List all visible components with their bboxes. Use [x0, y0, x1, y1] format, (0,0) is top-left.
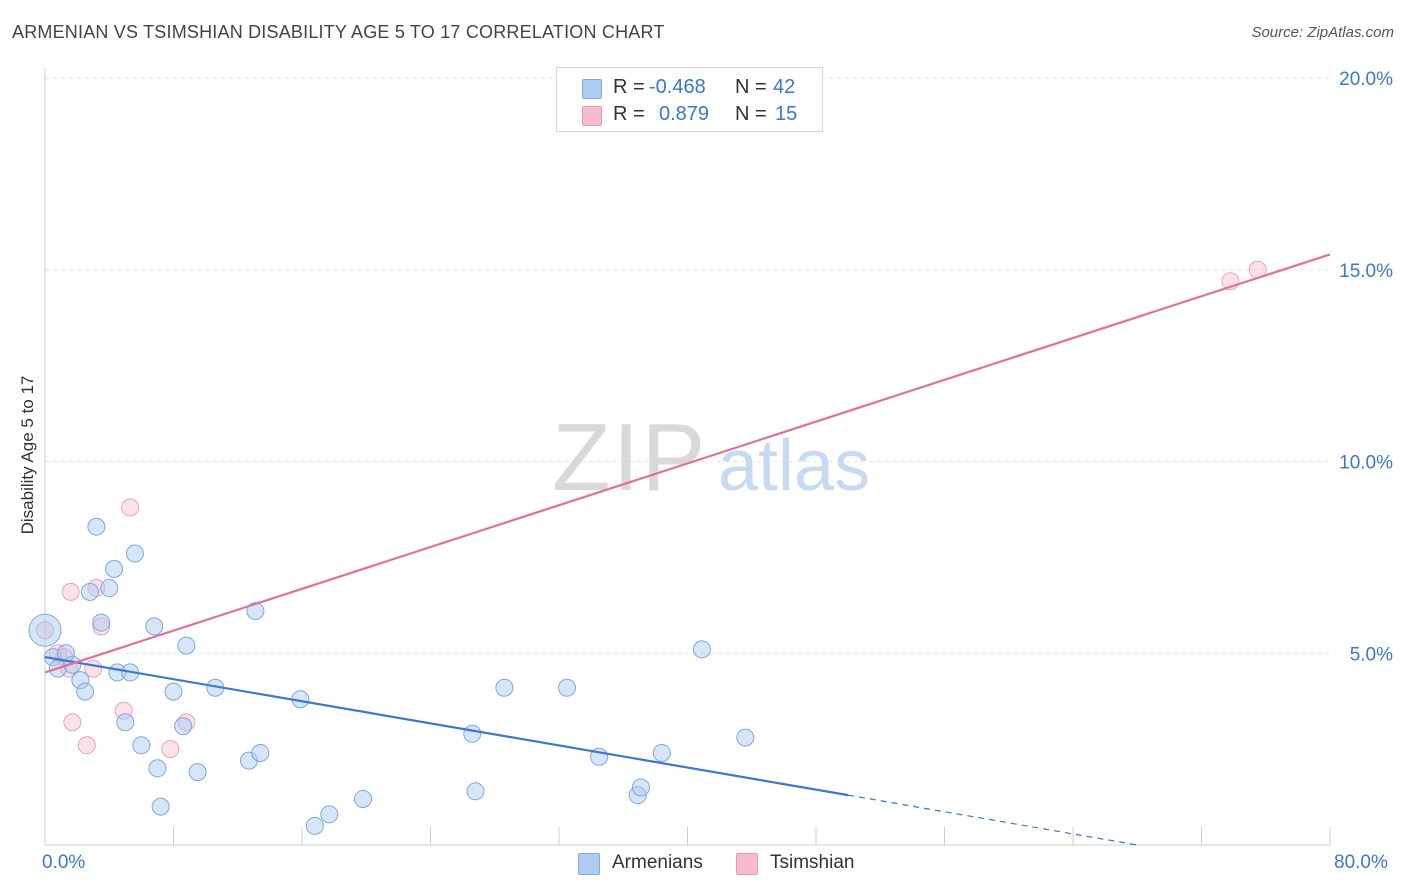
gridlines: [45, 77, 1330, 654]
armenians-point: [320, 805, 339, 824]
armenians-points: [28, 517, 755, 835]
tsimshian-point: [77, 736, 96, 755]
armenians-point: [92, 613, 111, 632]
armenians-point: [116, 713, 135, 732]
armenians-point: [246, 602, 265, 621]
tsimshian-point: [161, 740, 180, 759]
legend-swatch-tsimshian: [582, 106, 602, 126]
armenians-point: [80, 582, 99, 601]
armenians-point: [354, 789, 373, 808]
watermark: ZIP atlas: [552, 404, 870, 511]
correlation-legend: R = -0.468 N = 42 R = 0.879 N = 15: [556, 67, 823, 132]
armenians-point: [495, 678, 514, 697]
armenians-point: [631, 778, 650, 797]
armenians-point: [132, 736, 151, 755]
chart-title: ARMENIAN VS TSIMSHIAN DISABILITY AGE 5 T…: [12, 22, 665, 42]
armenians-trend-line: [44, 656, 849, 797]
armenians-point: [125, 544, 144, 563]
armenians-point: [164, 682, 183, 701]
armenians-point: [177, 636, 196, 655]
axes: [44, 68, 1331, 846]
bottom-legend-swatch-armenians: [578, 853, 600, 875]
legend-n-value: 42: [773, 76, 796, 98]
y-tick-labels: 5.0% 10.0% 15.0% 20.0%: [1339, 69, 1393, 665]
y-tick-label: 10.0%: [1339, 453, 1393, 474]
tsimshian-trend-line: [44, 253, 1331, 674]
legend-r-label: R =: [613, 103, 645, 125]
bottom-legend-label-armenians: Armenians: [612, 852, 703, 873]
y-tick-label: 5.0%: [1350, 644, 1393, 665]
armenians-point: [174, 717, 193, 736]
legend-swatch-armenians: [582, 79, 602, 99]
tsimshian-point: [61, 582, 80, 601]
legend-r-value: -0.468: [649, 76, 706, 98]
armenians-point: [558, 678, 577, 697]
armenians-point: [87, 517, 106, 536]
armenians-point: [692, 640, 711, 659]
armenians-trend-extension: [848, 794, 1138, 846]
legend-n-value: 15: [775, 103, 798, 125]
armenians-point: [145, 617, 164, 636]
bottom-legend-label-tsimshian: Tsimshian: [770, 852, 855, 873]
armenians-point: [188, 763, 207, 782]
armenians-point: [105, 559, 124, 578]
x-tick-max: 80.0%: [1334, 852, 1388, 873]
x-tick-min: 0.0%: [42, 852, 86, 873]
tsimshian-point: [121, 498, 140, 517]
legend-r-label: R =: [613, 76, 645, 98]
legend-row-tsimshian: R = 0.879 N = 15: [557, 103, 822, 129]
armenians-point: [652, 743, 671, 762]
trend-lines: [44, 253, 1331, 846]
y-tick-label: 20.0%: [1339, 69, 1393, 90]
armenians-point: [463, 724, 482, 743]
armenians-point: [736, 728, 755, 747]
armenians-point: [251, 743, 270, 762]
legend-n-label: N =: [735, 76, 767, 98]
bottom-legend-swatch-tsimshian: [736, 853, 758, 875]
armenians-point: [151, 797, 170, 816]
legend-row-armenians: R = -0.468 N = 42: [557, 76, 822, 102]
armenians-point: [305, 816, 324, 835]
armenians-point: [100, 579, 119, 598]
watermark-atlas: atlas: [718, 426, 870, 506]
armenians-point: [466, 782, 485, 801]
armenians-point: [76, 682, 95, 701]
source-label: Source: ZipAtlas.com: [1251, 24, 1394, 41]
y-axis-label: Disability Age 5 to 17: [18, 375, 37, 535]
legend-r-value: 0.879: [659, 103, 710, 125]
y-tick-label: 15.0%: [1339, 261, 1393, 282]
armenians-point: [28, 613, 62, 647]
armenians-point: [148, 759, 167, 778]
watermark-zip: ZIP: [552, 404, 707, 511]
legend-n-label: N =: [735, 103, 767, 125]
tsimshian-point: [63, 713, 82, 732]
